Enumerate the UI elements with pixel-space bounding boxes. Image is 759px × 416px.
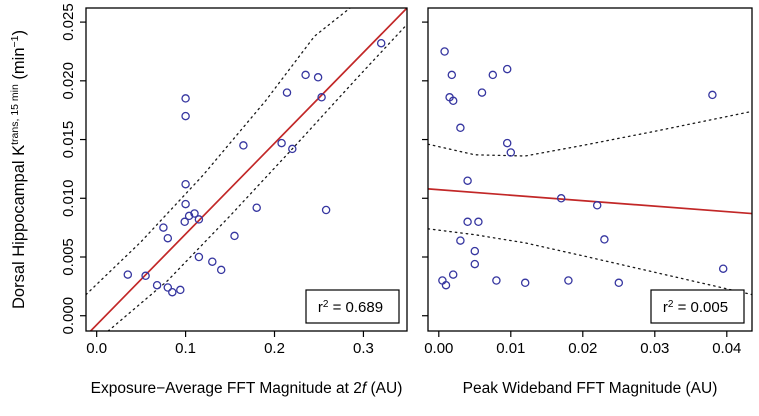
scatter-point: [152, 280, 162, 290]
scatter-point: [556, 194, 566, 203]
scatter-point: [181, 179, 190, 189]
scatter-point: [506, 148, 516, 157]
scatter-point: [141, 271, 150, 281]
scatter-point: [456, 123, 465, 133]
regression-line: [428, 188, 752, 215]
scatter-point: [208, 257, 217, 266]
r-squared-label: r2 = 0.005: [663, 299, 728, 316]
y-tick-label: 0.020: [60, 62, 77, 100]
scatter-point: [441, 280, 451, 290]
r-squared-box: [650, 289, 745, 324]
regression-line: [89, 8, 407, 331]
scatter-point: [564, 276, 573, 285]
scatter-point: [708, 90, 717, 100]
scatter-point: [176, 285, 185, 295]
confidence-band-lower: [107, 23, 407, 331]
scatter-point: [463, 217, 472, 227]
x-axis-title: Peak Wideband FFT Magnitude (AU): [463, 380, 718, 397]
scatter-point: [718, 264, 728, 273]
scatter-point: [180, 217, 189, 227]
x-tick-label: 0.2: [264, 340, 285, 357]
scatter-point: [317, 93, 326, 102]
x-tick-label: 0.04: [712, 340, 741, 357]
y-tick-label: 0.000: [60, 297, 77, 335]
plot-frame: [427, 7, 753, 332]
scatter-point: [313, 73, 323, 82]
scatter-point: [163, 233, 173, 243]
scatter-point: [181, 94, 190, 103]
scatter-point: [230, 231, 239, 241]
scatter-point: [440, 47, 449, 56]
r-squared-box: [305, 289, 400, 324]
x-tick-label: 0.3: [353, 340, 374, 357]
scatter-point: [488, 70, 498, 80]
r-squared-label: r2 = 0.689: [318, 299, 383, 316]
scatter-point: [184, 211, 194, 221]
confidence-band-lower: [428, 228, 752, 296]
scatter-point: [194, 252, 204, 262]
scatter-point: [163, 283, 173, 292]
scatter-point: [520, 278, 530, 288]
scatter-point: [168, 287, 177, 297]
scatter-point: [592, 201, 602, 210]
scatter-point: [181, 111, 190, 121]
x-tick-label: 0.0: [86, 340, 107, 357]
scatter-point: [448, 270, 458, 279]
scatter-point: [502, 64, 512, 74]
scatter-point: [288, 144, 297, 154]
panel-plot-area: [428, 47, 752, 296]
x-tick-label: 0.01: [496, 340, 525, 357]
y-tick-label: 0.005: [60, 238, 77, 276]
scatter-point: [463, 176, 472, 185]
scatter-point: [301, 70, 310, 80]
scatter-point: [470, 246, 480, 256]
scatter-point: [239, 141, 248, 150]
scatter-point: [277, 138, 286, 148]
scatter-point: [447, 70, 457, 80]
scatter-point: [456, 236, 465, 245]
y-tick-label: 0.025: [60, 3, 77, 41]
scatter-point: [181, 199, 190, 209]
scatter-point: [321, 205, 331, 215]
x-tick-label: 0.02: [568, 340, 597, 357]
scatter-point: [448, 96, 458, 106]
scatter-point: [502, 138, 512, 148]
y-axis-title: Dorsal Hippocampal Ktrans, 15 min (min−1…: [9, 30, 28, 309]
confidence-band-upper: [428, 110, 752, 157]
x-tick-label: 0.00: [424, 340, 453, 357]
plot-frame: [85, 7, 408, 332]
x-tick-label: 0.1: [175, 340, 196, 357]
scatter-point: [159, 223, 168, 232]
scatter-point: [474, 217, 483, 227]
scatter-point: [492, 276, 501, 285]
scatter-point: [216, 265, 226, 275]
scatter-point: [600, 235, 609, 244]
x-tick-label: 0.03: [640, 340, 669, 357]
scatter-point: [282, 88, 292, 97]
y-tick-label: 0.010: [60, 180, 77, 218]
scatter-point: [477, 88, 487, 97]
scatter-point: [252, 203, 261, 212]
x-axis-title: Exposure−Average FFT Magnitude at 2f (AU…: [91, 380, 403, 397]
scatter-point: [614, 278, 624, 288]
scatter-point: [123, 270, 133, 279]
scatter-point: [470, 259, 480, 269]
scatter-point: [190, 209, 199, 218]
scatter-point: [194, 215, 204, 224]
confidence-band-upper: [86, 8, 351, 296]
scatter-point: [376, 38, 386, 48]
y-tick-label: 0.015: [60, 121, 77, 159]
panel-plot-area: [86, 8, 407, 331]
